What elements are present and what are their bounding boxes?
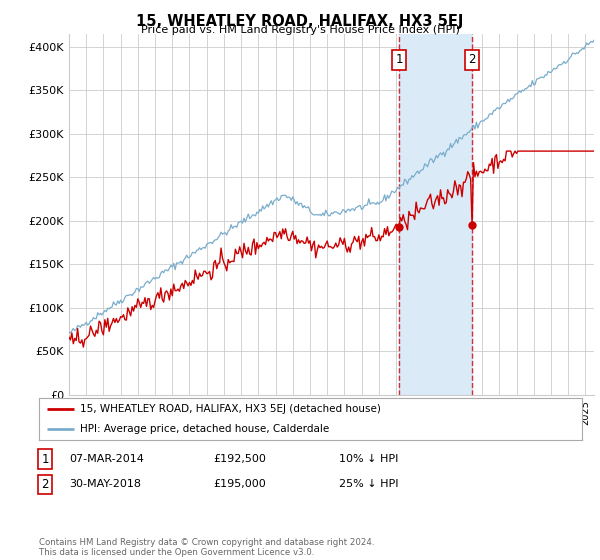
Text: 1: 1: [41, 452, 49, 466]
Text: £192,500: £192,500: [213, 454, 266, 464]
Text: Contains HM Land Registry data © Crown copyright and database right 2024.
This d: Contains HM Land Registry data © Crown c…: [39, 538, 374, 557]
Text: 10% ↓ HPI: 10% ↓ HPI: [339, 454, 398, 464]
Text: 07-MAR-2014: 07-MAR-2014: [69, 454, 144, 464]
Text: £195,000: £195,000: [213, 479, 266, 489]
Text: 1: 1: [395, 53, 403, 66]
Text: 25% ↓ HPI: 25% ↓ HPI: [339, 479, 398, 489]
Text: 15, WHEATLEY ROAD, HALIFAX, HX3 5EJ (detached house): 15, WHEATLEY ROAD, HALIFAX, HX3 5EJ (det…: [80, 404, 380, 414]
Text: 2: 2: [469, 53, 476, 66]
Text: 30-MAY-2018: 30-MAY-2018: [69, 479, 141, 489]
Text: 2: 2: [41, 478, 49, 491]
Text: 15, WHEATLEY ROAD, HALIFAX, HX3 5EJ: 15, WHEATLEY ROAD, HALIFAX, HX3 5EJ: [136, 14, 464, 29]
Bar: [399, 34, 472, 395]
Text: Price paid vs. HM Land Registry's House Price Index (HPI): Price paid vs. HM Land Registry's House …: [140, 25, 460, 35]
Text: HPI: Average price, detached house, Calderdale: HPI: Average price, detached house, Cald…: [80, 424, 329, 434]
